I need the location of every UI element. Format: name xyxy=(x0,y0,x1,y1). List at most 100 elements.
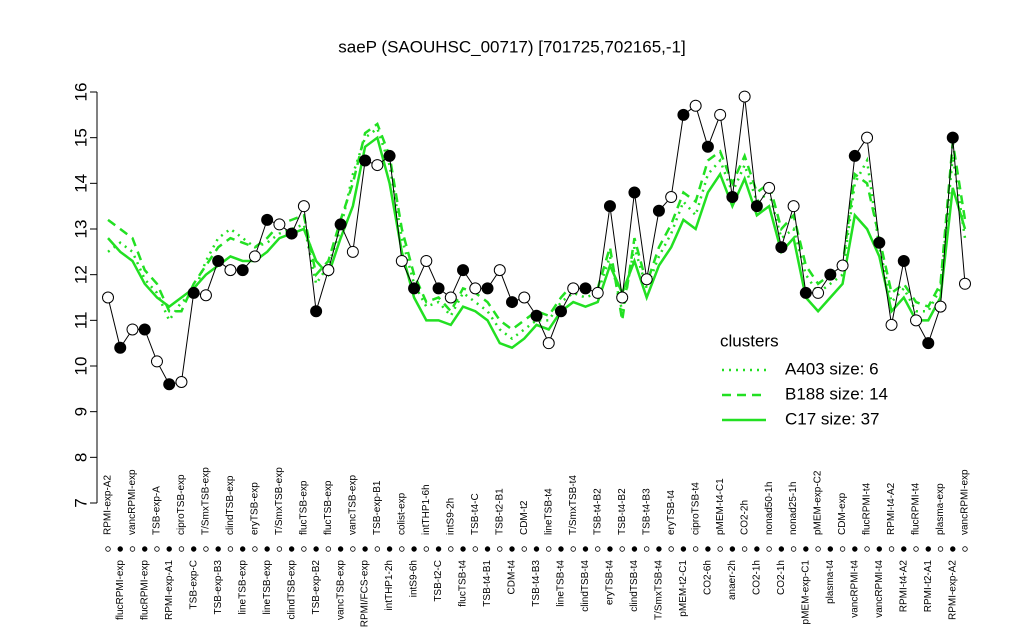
point xyxy=(824,268,837,281)
x-tick-label: RPMI-t2-A1 xyxy=(923,560,934,613)
x-tick-label: pMEM-exp-C2 xyxy=(813,470,824,535)
point xyxy=(126,323,139,336)
x-tick-label: TSB-exp-C xyxy=(188,560,199,609)
category-dot xyxy=(178,546,185,552)
category-dot xyxy=(876,546,882,552)
x-tick-label: vancRPMI-exp xyxy=(127,469,138,535)
x-tick-label: CO2-1h xyxy=(776,560,787,595)
point xyxy=(395,254,408,267)
category-dot xyxy=(901,546,907,552)
point xyxy=(457,264,470,277)
x-tick-label: intS9-6h xyxy=(409,560,420,597)
point xyxy=(836,259,849,272)
x-tick-label: pMEM-exp-C1 xyxy=(800,560,811,625)
category-dot xyxy=(411,546,417,552)
category-dot xyxy=(754,546,760,552)
x-tick-label: plasma-exp xyxy=(935,483,946,535)
category-dot xyxy=(607,546,613,552)
point xyxy=(199,289,212,302)
x-tick-label: TSB-exp-B2 xyxy=(311,560,322,615)
point xyxy=(799,286,812,299)
point xyxy=(506,296,519,309)
x-tick-label: TSB-t4-B1 xyxy=(482,560,493,607)
point xyxy=(444,291,457,304)
point xyxy=(224,264,237,277)
category-dot xyxy=(472,546,478,552)
x-tick-label: T/SmxTSB-exp xyxy=(201,467,212,535)
point xyxy=(322,264,335,277)
x-tick-label: vancRPMI-exp xyxy=(960,469,971,535)
category-dot xyxy=(631,546,638,552)
x-tick-label: eryTSB-t4 xyxy=(605,560,616,605)
point xyxy=(677,108,690,121)
point xyxy=(493,264,506,277)
category-dot xyxy=(643,546,650,552)
point xyxy=(567,282,580,295)
x-tick-label: intTHP1-6h xyxy=(421,484,432,535)
point xyxy=(150,355,163,368)
point xyxy=(885,318,898,331)
category-dot xyxy=(215,546,221,552)
point xyxy=(750,200,763,213)
point xyxy=(591,286,604,299)
point xyxy=(726,191,739,204)
x-tick-label: CDM-t4 xyxy=(507,560,518,595)
category-dot xyxy=(227,546,234,552)
category-dot xyxy=(117,546,123,552)
point xyxy=(371,159,384,172)
x-tick-label: flucTSB-exp xyxy=(299,480,310,535)
category-dot xyxy=(448,546,454,552)
y-tick-label: 9 xyxy=(71,407,90,416)
y-tick-label: 16 xyxy=(71,83,90,102)
category-dot xyxy=(570,546,576,552)
point xyxy=(212,254,225,267)
point xyxy=(420,254,433,267)
x-tick-label: pMEM-t2-C1 xyxy=(678,560,689,617)
cluster-line xyxy=(107,126,967,341)
category-dot xyxy=(239,546,246,552)
point xyxy=(187,286,200,299)
category-dot xyxy=(484,546,491,552)
point xyxy=(102,291,114,304)
x-tick-label: vancTSB-exp xyxy=(335,560,346,620)
category-dot xyxy=(705,546,711,552)
category-dot xyxy=(129,546,136,552)
x-tick-label: flucRPMI-t4 xyxy=(911,482,922,535)
point xyxy=(273,218,286,231)
category-dot xyxy=(509,546,515,552)
x-tick-label: RPMI-exp-A2 xyxy=(103,475,114,535)
category-dot xyxy=(888,546,895,552)
point xyxy=(579,282,592,295)
point xyxy=(408,282,421,295)
x-tick-label: vancTSB-exp xyxy=(347,475,358,535)
x-tick-label: ciproTSB-exp xyxy=(176,474,187,535)
legend-label: C17 size: 37 xyxy=(785,409,880,428)
point xyxy=(432,282,445,295)
point xyxy=(616,291,629,304)
x-tick-label: TSB-t2-B1 xyxy=(494,488,505,535)
x-tick-label: TSB-t4-B2 xyxy=(617,488,628,535)
x-tick-label: TSB-t2-C xyxy=(433,560,444,602)
x-tick-label: T/SmxTSB-t4 xyxy=(568,475,579,535)
point xyxy=(542,337,555,350)
category-dot xyxy=(288,546,295,552)
x-tick-label: ciproTSB-t4 xyxy=(690,482,701,535)
x-tick-label: RPMI-t4-A2 xyxy=(898,560,909,613)
category-dot xyxy=(337,546,344,552)
point xyxy=(628,186,641,199)
category-dot xyxy=(595,546,601,552)
point xyxy=(738,90,751,103)
category-dot xyxy=(374,546,381,552)
x-tick-label: intTHP1-2h xyxy=(384,560,395,611)
x-tick-label: eryTSB-exp xyxy=(250,482,261,535)
chart-title: saeP (SAOUHSC_00717) [701725,702165,-1] xyxy=(338,37,685,56)
point xyxy=(530,309,543,322)
y-tick-label: 8 xyxy=(71,453,90,462)
point xyxy=(138,323,151,336)
category-dot xyxy=(827,546,834,552)
point xyxy=(763,181,776,194)
x-tick-label: pMEM-t4-C1 xyxy=(715,478,726,535)
category-dot xyxy=(937,546,944,552)
point xyxy=(383,149,396,162)
